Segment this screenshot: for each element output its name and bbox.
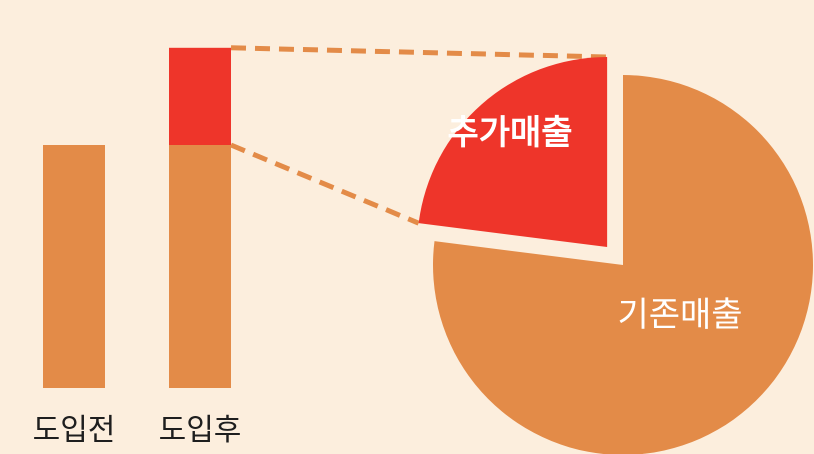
pie-chart: [418, 56, 813, 454]
bar-segment-0-0: [43, 145, 105, 388]
bar-segment-1-1: [169, 47, 231, 145]
pie-slice-0: [433, 75, 813, 454]
slice-label-existing-sales: 기존매출: [617, 295, 742, 335]
pie-slice-1: [418, 56, 608, 247]
connector-line-1: [230, 142, 420, 226]
chart-labels: 도입전 도입후 추가매출 기존매출: [33, 113, 743, 448]
category-label-before: 도입전: [33, 413, 116, 448]
category-label-after: 도입후: [159, 413, 242, 448]
connector-line-0: [230, 45, 608, 60]
connector-lines: [230, 45, 608, 226]
bar-segment-1-0: [169, 145, 231, 388]
slice-label-added-sales: 추가매출: [447, 113, 572, 153]
stacked-bar-chart: [43, 47, 231, 388]
